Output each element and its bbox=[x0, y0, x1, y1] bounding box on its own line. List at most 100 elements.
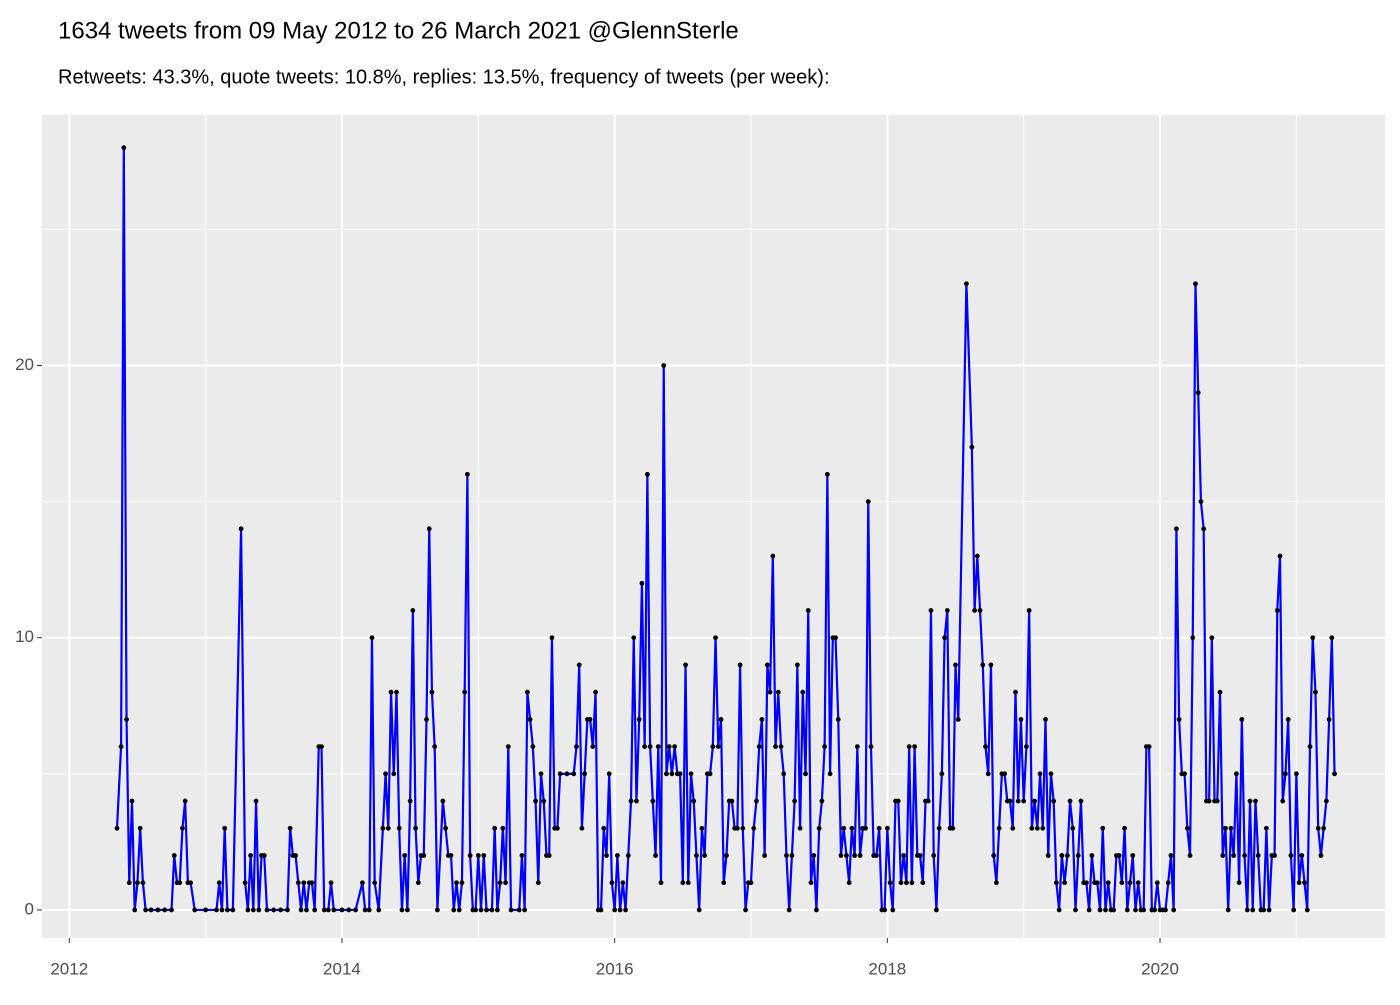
data-point bbox=[1255, 853, 1261, 858]
data-point bbox=[383, 771, 388, 777]
data-point bbox=[734, 825, 740, 831]
data-point bbox=[849, 825, 855, 831]
data-point bbox=[301, 880, 307, 886]
data-point bbox=[781, 771, 787, 777]
data-point bbox=[792, 798, 798, 804]
data-point bbox=[180, 825, 185, 831]
data-point bbox=[1070, 825, 1076, 831]
data-point bbox=[1263, 825, 1269, 831]
data-point bbox=[402, 853, 408, 858]
data-point bbox=[362, 907, 368, 913]
data-point bbox=[319, 744, 324, 750]
data-point bbox=[1146, 744, 1152, 750]
data-point bbox=[988, 662, 994, 668]
data-point bbox=[1043, 716, 1048, 722]
data-point bbox=[1133, 907, 1138, 913]
data-point bbox=[421, 853, 427, 858]
data-point bbox=[917, 853, 923, 858]
data-point bbox=[598, 907, 604, 913]
data-point bbox=[1040, 825, 1046, 831]
data-point bbox=[1048, 771, 1054, 777]
data-point bbox=[590, 744, 596, 750]
data-point bbox=[729, 798, 735, 804]
data-point bbox=[1225, 907, 1231, 913]
data-point bbox=[1198, 499, 1204, 504]
x-tick-label: 2014 bbox=[323, 959, 361, 978]
data-point bbox=[459, 880, 465, 886]
data-point bbox=[604, 853, 609, 858]
data-point bbox=[1302, 880, 1307, 886]
data-point bbox=[413, 825, 418, 831]
data-point bbox=[497, 880, 503, 886]
data-point bbox=[388, 689, 394, 695]
data-point bbox=[794, 662, 800, 668]
data-point bbox=[884, 825, 890, 831]
data-point bbox=[593, 689, 598, 695]
data-point bbox=[955, 716, 961, 722]
data-point bbox=[527, 716, 533, 722]
data-point bbox=[225, 907, 230, 913]
data-point bbox=[680, 880, 686, 886]
data-point bbox=[1078, 798, 1084, 804]
data-point bbox=[756, 744, 762, 750]
y-tick-label: 10 bbox=[15, 627, 34, 646]
data-point bbox=[1236, 880, 1242, 886]
data-point bbox=[554, 825, 560, 831]
data-point bbox=[1214, 798, 1220, 804]
data-point bbox=[118, 744, 124, 750]
data-point bbox=[1018, 716, 1024, 722]
data-point bbox=[710, 744, 716, 750]
data-point bbox=[1105, 880, 1111, 886]
data-point bbox=[625, 853, 631, 858]
data-point bbox=[331, 907, 337, 913]
data-point bbox=[1231, 853, 1237, 858]
data-point bbox=[126, 880, 132, 886]
data-point bbox=[309, 880, 315, 886]
data-point bbox=[1193, 281, 1198, 287]
data-point bbox=[278, 907, 284, 913]
data-point bbox=[942, 635, 948, 641]
data-point bbox=[658, 880, 664, 886]
data-point bbox=[456, 907, 462, 913]
data-point bbox=[718, 716, 724, 722]
data-point bbox=[819, 798, 825, 804]
data-point bbox=[489, 907, 495, 913]
data-point bbox=[1130, 853, 1136, 858]
data-point bbox=[1165, 880, 1171, 886]
data-point bbox=[579, 825, 585, 831]
data-point bbox=[1310, 635, 1316, 641]
data-point bbox=[353, 907, 358, 913]
data-point bbox=[931, 853, 937, 858]
data-point bbox=[863, 825, 868, 831]
data-point bbox=[385, 825, 391, 831]
data-point bbox=[1187, 853, 1193, 858]
data-point bbox=[1168, 853, 1174, 858]
data-point bbox=[1228, 825, 1234, 831]
data-point bbox=[464, 471, 470, 477]
data-point bbox=[1086, 907, 1092, 913]
data-point bbox=[1141, 907, 1147, 913]
data-point bbox=[865, 499, 871, 504]
data-point bbox=[833, 635, 838, 641]
data-point bbox=[694, 853, 699, 858]
data-line bbox=[115, 146, 1336, 912]
data-point bbox=[1318, 853, 1324, 858]
data-point bbox=[634, 798, 639, 804]
data-point bbox=[724, 853, 729, 858]
data-point bbox=[549, 635, 555, 641]
data-point bbox=[642, 744, 648, 750]
data-point bbox=[631, 635, 637, 641]
data-point bbox=[1288, 853, 1294, 858]
data-point bbox=[773, 744, 778, 750]
data-point bbox=[530, 744, 536, 750]
data-point bbox=[293, 853, 299, 858]
data-point bbox=[650, 798, 656, 804]
data-point bbox=[1332, 771, 1337, 777]
data-point bbox=[494, 907, 500, 913]
data-point bbox=[985, 771, 991, 777]
data-point bbox=[396, 825, 402, 831]
data-point bbox=[426, 526, 432, 532]
data-point bbox=[203, 907, 209, 913]
data-point bbox=[1184, 825, 1190, 831]
data-point bbox=[298, 907, 304, 913]
